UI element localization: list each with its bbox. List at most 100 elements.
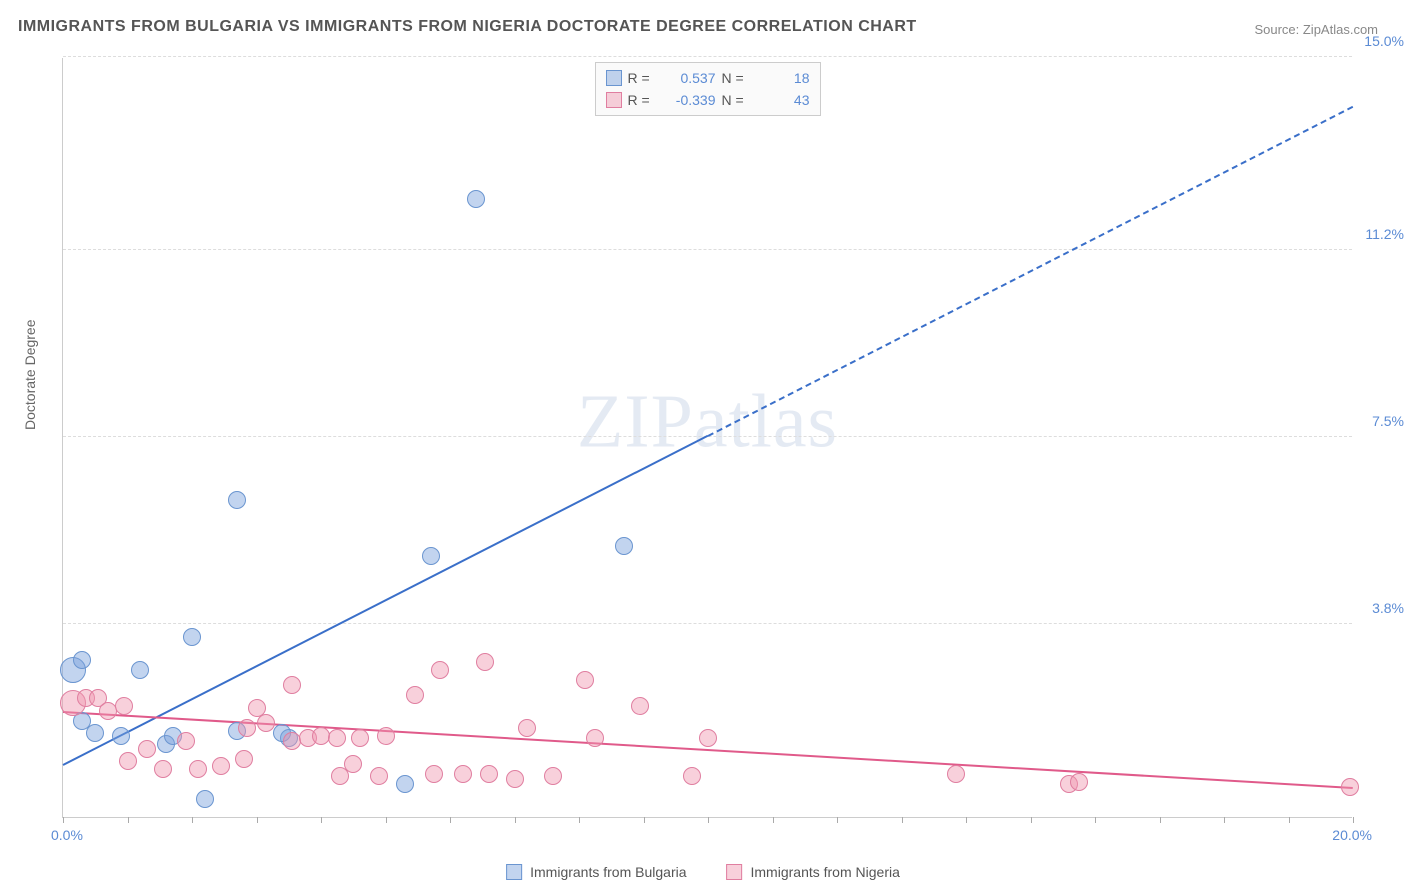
x-tick <box>128 817 129 823</box>
x-tick <box>708 817 709 823</box>
scatter-point <box>377 727 395 745</box>
swatch-nigeria <box>727 864 743 880</box>
scatter-point <box>425 765 443 783</box>
scatter-point <box>257 714 275 732</box>
chart-title: IMMIGRANTS FROM BULGARIA VS IMMIGRANTS F… <box>18 18 917 36</box>
n-value-nigeria: 43 <box>760 89 810 111</box>
scatter-point <box>396 775 414 793</box>
x-tick <box>902 817 903 823</box>
x-tick <box>1095 817 1096 823</box>
scatter-point <box>422 547 440 565</box>
scatter-point <box>183 628 201 646</box>
r-label: R = <box>628 89 660 111</box>
x-axis-min-label: 0.0% <box>51 827 83 843</box>
scatter-point <box>131 661 149 679</box>
x-tick <box>837 817 838 823</box>
scatter-point <box>699 729 717 747</box>
scatter-point <box>119 752 137 770</box>
correlation-legend: R = 0.537 N = 18 R = -0.339 N = 43 <box>595 62 821 116</box>
x-tick <box>192 817 193 823</box>
scatter-point <box>344 755 362 773</box>
y-tick-label: 11.2% <box>1365 226 1404 242</box>
scatter-point <box>431 661 449 679</box>
scatter-point <box>406 686 424 704</box>
x-tick <box>1353 817 1354 823</box>
y-tick-label: 7.5% <box>1372 413 1404 429</box>
scatter-point <box>480 765 498 783</box>
legend-row-nigeria: R = -0.339 N = 43 <box>606 89 810 111</box>
x-tick <box>1224 817 1225 823</box>
scatter-point <box>235 750 253 768</box>
n-label: N = <box>722 89 754 111</box>
legend-item-nigeria: Immigrants from Nigeria <box>727 864 900 880</box>
x-tick <box>966 817 967 823</box>
gridline <box>63 249 1352 250</box>
scatter-point <box>370 767 388 785</box>
scatter-point <box>518 719 536 737</box>
x-tick <box>450 817 451 823</box>
scatter-point <box>238 719 256 737</box>
scatter-point <box>576 671 594 689</box>
scatter-point <box>947 765 965 783</box>
swatch-bulgaria <box>606 70 622 86</box>
n-label: N = <box>722 67 754 89</box>
legend-label-nigeria: Immigrants from Nigeria <box>751 864 900 880</box>
series-legend: Immigrants from Bulgaria Immigrants from… <box>506 864 900 880</box>
x-axis-max-label: 20.0% <box>1332 827 1372 843</box>
scatter-point <box>196 790 214 808</box>
x-tick <box>579 817 580 823</box>
scatter-point <box>615 537 633 555</box>
x-tick <box>257 817 258 823</box>
y-tick-label: 15.0% <box>1364 33 1404 49</box>
x-tick <box>515 817 516 823</box>
swatch-nigeria <box>606 92 622 108</box>
legend-item-bulgaria: Immigrants from Bulgaria <box>506 864 686 880</box>
scatter-point <box>112 727 130 745</box>
r-label: R = <box>628 67 660 89</box>
scatter-point <box>73 651 91 669</box>
r-value-nigeria: -0.339 <box>666 89 716 111</box>
scatter-point <box>283 732 301 750</box>
scatter-point <box>212 757 230 775</box>
scatter-point <box>1341 778 1359 796</box>
scatter-point <box>138 740 156 758</box>
n-value-bulgaria: 18 <box>760 67 810 89</box>
scatter-point <box>189 760 207 778</box>
scatter-point <box>476 653 494 671</box>
scatter-point <box>351 729 369 747</box>
x-tick <box>1160 817 1161 823</box>
scatter-point <box>683 767 701 785</box>
scatter-point <box>544 767 562 785</box>
source-label: Source: ZipAtlas.com <box>1254 22 1378 37</box>
chart-plot-area: ZIPatlas R = 0.537 N = 18 R = -0.339 N =… <box>62 58 1352 818</box>
legend-label-bulgaria: Immigrants from Bulgaria <box>530 864 686 880</box>
trend-line-dashed <box>708 106 1354 437</box>
scatter-point <box>1070 773 1088 791</box>
x-tick <box>321 817 322 823</box>
swatch-bulgaria <box>506 864 522 880</box>
scatter-point <box>283 676 301 694</box>
scatter-point <box>467 190 485 208</box>
x-tick <box>1289 817 1290 823</box>
x-tick <box>1031 817 1032 823</box>
x-tick <box>386 817 387 823</box>
scatter-point <box>631 697 649 715</box>
x-tick <box>63 817 64 823</box>
r-value-bulgaria: 0.537 <box>666 67 716 89</box>
scatter-point <box>454 765 472 783</box>
scatter-point <box>86 724 104 742</box>
scatter-point <box>154 760 172 778</box>
scatter-point <box>228 491 246 509</box>
x-tick <box>644 817 645 823</box>
gridline <box>63 623 1352 624</box>
y-tick-label: 3.8% <box>1372 600 1404 616</box>
scatter-point <box>586 729 604 747</box>
watermark: ZIPatlas <box>577 379 838 466</box>
y-axis-title: Doctorate Degree <box>22 319 38 430</box>
scatter-point <box>506 770 524 788</box>
watermark-atlas: atlas <box>694 380 838 464</box>
gridline <box>63 56 1352 57</box>
scatter-point <box>177 732 195 750</box>
scatter-point <box>328 729 346 747</box>
x-tick <box>773 817 774 823</box>
